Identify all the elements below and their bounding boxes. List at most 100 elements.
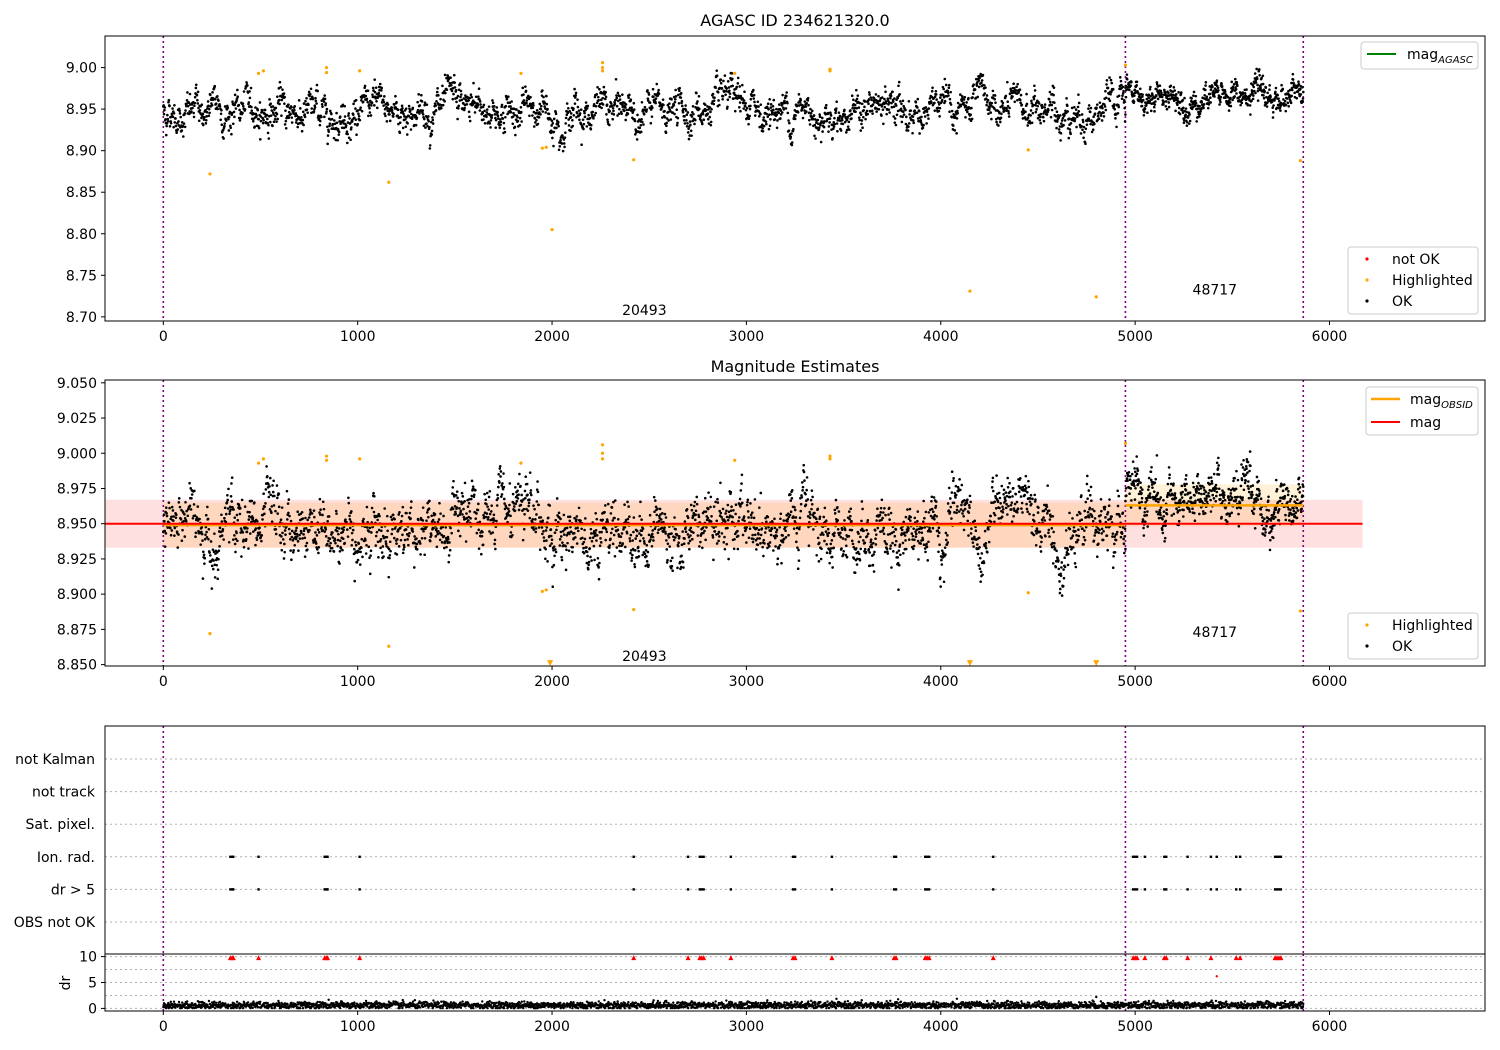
data-point-ok bbox=[1066, 110, 1069, 113]
data-point-ok bbox=[1106, 86, 1110, 90]
data-point-ok bbox=[1193, 104, 1197, 107]
data-point-ok bbox=[544, 529, 548, 532]
data-point-ok bbox=[519, 484, 522, 488]
data-point-ok bbox=[492, 517, 495, 520]
data-point-ok bbox=[181, 124, 185, 128]
data-point-ok bbox=[1182, 121, 1186, 125]
data-point-ok bbox=[557, 148, 561, 152]
data-point-ok bbox=[653, 499, 657, 502]
data-point-ok bbox=[286, 502, 290, 505]
data-point-ok bbox=[313, 515, 316, 519]
data-point-ok bbox=[1197, 110, 1200, 114]
data-point-ok bbox=[529, 95, 532, 99]
data-point-ok bbox=[1014, 88, 1018, 92]
data-point-ok bbox=[757, 533, 760, 536]
data-point-ok bbox=[737, 94, 740, 98]
data-point-ok bbox=[516, 489, 519, 493]
data-point-ok bbox=[502, 485, 506, 489]
data-point-ok bbox=[288, 532, 292, 535]
data-point-ok bbox=[1198, 115, 1201, 118]
data-point-ok bbox=[317, 117, 321, 121]
data-point-ok bbox=[242, 538, 245, 542]
data-point-ok bbox=[560, 558, 564, 562]
data-point-ok bbox=[390, 106, 394, 109]
data-point-ok bbox=[718, 103, 721, 107]
data-point-ok bbox=[302, 123, 305, 127]
data-point-ok bbox=[707, 108, 710, 111]
data-point-ok bbox=[1291, 72, 1295, 76]
data-point-ok bbox=[726, 80, 730, 83]
data-point-ok bbox=[726, 503, 730, 507]
data-point-ok bbox=[595, 517, 599, 521]
data-point-ok bbox=[746, 498, 750, 502]
data-point-ok bbox=[885, 112, 888, 116]
data-point-ok bbox=[178, 112, 182, 115]
data-point-ok bbox=[284, 127, 288, 130]
data-point-ok bbox=[669, 110, 672, 113]
data-point-ok bbox=[215, 563, 218, 567]
data-point-ok bbox=[499, 470, 503, 473]
data-point-ok bbox=[1301, 99, 1304, 103]
data-point-ok bbox=[542, 95, 545, 99]
data-point-ok bbox=[169, 121, 173, 125]
data-point-ok bbox=[937, 109, 941, 113]
data-point-ok bbox=[225, 500, 229, 504]
data-point-ok bbox=[1251, 83, 1255, 87]
data-point-ok bbox=[1281, 87, 1285, 91]
data-point-ok bbox=[1194, 99, 1197, 103]
data-point-ok bbox=[739, 489, 743, 492]
data-point-ok bbox=[620, 532, 624, 535]
data-point-ok bbox=[1226, 95, 1230, 99]
data-point-ok bbox=[648, 513, 652, 517]
data-point-ok bbox=[382, 100, 386, 104]
data-point-ok bbox=[1087, 107, 1090, 110]
data-point-ok bbox=[216, 568, 220, 571]
data-point-ok bbox=[777, 103, 781, 106]
data-point-ok bbox=[211, 548, 215, 551]
data-point-ok bbox=[537, 116, 541, 119]
data-point-ok bbox=[732, 508, 735, 512]
data-point-ok bbox=[310, 512, 314, 515]
data-point-ok bbox=[1060, 122, 1063, 125]
data-point-ok bbox=[186, 91, 189, 94]
data-point-ok bbox=[783, 101, 787, 105]
data-point-ok bbox=[574, 91, 578, 95]
data-point-ok bbox=[276, 95, 279, 98]
data-point-ok bbox=[317, 545, 321, 549]
data-point-ok bbox=[691, 105, 695, 108]
data-point-ok bbox=[721, 507, 725, 511]
data-point-ok bbox=[1029, 114, 1032, 117]
data-point-ok bbox=[687, 137, 691, 141]
data-point-ok bbox=[244, 537, 248, 541]
data-point-ok bbox=[1207, 103, 1211, 106]
data-point-ok bbox=[854, 110, 857, 114]
data-point-ok bbox=[895, 113, 899, 117]
data-point-ok bbox=[481, 543, 485, 547]
data-point-ok bbox=[1182, 118, 1186, 122]
data-point-ok bbox=[167, 98, 171, 102]
data-point-ok bbox=[1050, 103, 1054, 107]
data-point-ok bbox=[780, 104, 784, 107]
data-point-ok bbox=[423, 101, 427, 105]
data-point-ok bbox=[574, 536, 577, 539]
data-point-ok bbox=[968, 117, 971, 121]
data-point-ok bbox=[369, 554, 372, 557]
data-point-ok bbox=[485, 512, 489, 515]
data-point-ok bbox=[334, 541, 337, 545]
data-point-ok bbox=[631, 553, 634, 557]
data-point-ok bbox=[745, 503, 749, 507]
data-point-ok bbox=[745, 106, 749, 110]
data-point-ok bbox=[600, 530, 603, 534]
data-point-ok bbox=[1149, 85, 1152, 89]
data-point-ok bbox=[509, 105, 512, 108]
data-point-ok bbox=[1256, 99, 1260, 102]
data-point-ok bbox=[706, 516, 710, 520]
data-point-ok bbox=[649, 121, 653, 125]
data-point-ok bbox=[532, 104, 535, 107]
data-point-ok bbox=[1039, 112, 1043, 116]
data-point-ok bbox=[210, 564, 214, 568]
x-tick-label: 4000 bbox=[923, 329, 959, 345]
data-point-ok bbox=[594, 511, 597, 515]
data-point-ok bbox=[211, 567, 215, 571]
data-point-ok bbox=[967, 96, 970, 100]
